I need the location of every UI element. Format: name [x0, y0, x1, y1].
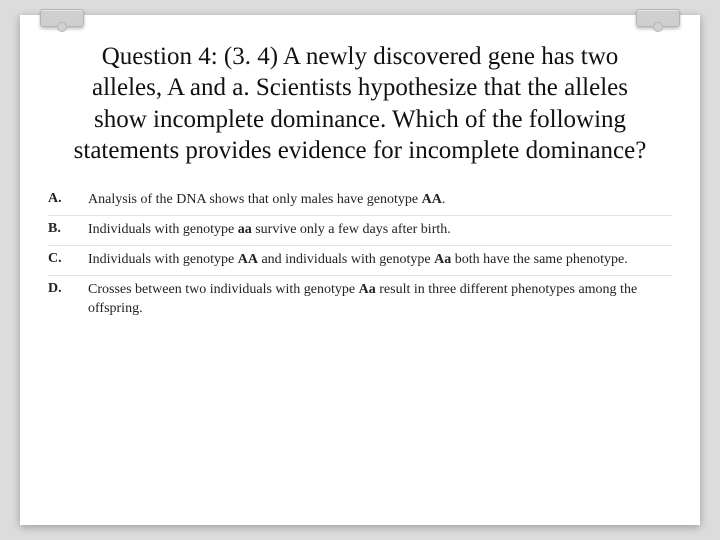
binder-clip-left: [40, 9, 84, 27]
answer-option[interactable]: D. Crosses between two individuals with …: [48, 276, 672, 324]
answer-option[interactable]: B. Individuals with genotype aa survive …: [48, 216, 672, 246]
answer-text: Analysis of the DNA shows that only male…: [88, 191, 672, 210]
answer-text: Individuals with genotype aa survive onl…: [88, 221, 672, 240]
binder-clip-right: [636, 9, 680, 27]
answer-letter: D.: [48, 281, 88, 297]
answer-option[interactable]: C. Individuals with genotype AA and indi…: [48, 246, 672, 276]
question-text: Question 4: (3. 4) A newly discovered ge…: [20, 15, 700, 176]
answer-list: A. Analysis of the DNA shows that only m…: [20, 176, 700, 323]
answer-text: Individuals with genotype AA and individ…: [88, 251, 672, 270]
answer-letter: A.: [48, 191, 88, 207]
question-prefix: Question 4: (3. 4): [102, 43, 278, 70]
answer-option[interactable]: A. Analysis of the DNA shows that only m…: [48, 186, 672, 216]
answer-letter: C.: [48, 251, 88, 267]
slide-card: Question 4: (3. 4) A newly discovered ge…: [20, 15, 700, 525]
answer-letter: B.: [48, 221, 88, 237]
answer-text: Crosses between two individuals with gen…: [88, 281, 672, 319]
